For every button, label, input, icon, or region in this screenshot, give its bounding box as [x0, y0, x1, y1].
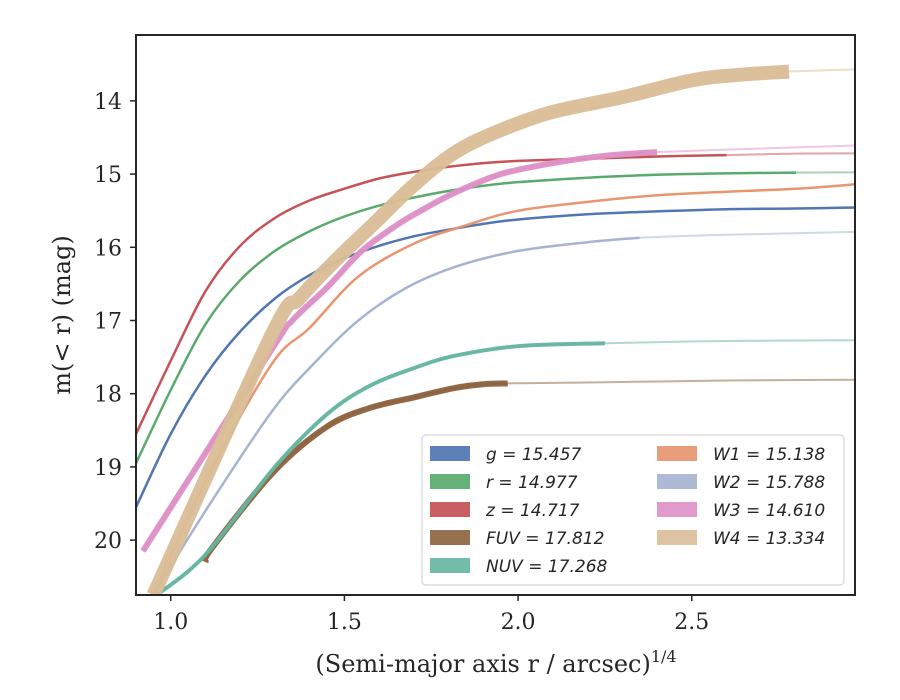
legend-item-w2: W2 = 15.788: [657, 473, 825, 493]
legend-label: W3 = 14.610: [713, 501, 825, 521]
legend-item-z: z = 14.717: [430, 501, 580, 521]
x-axis-label: (Semi-major axis r / arcsec)1/4: [315, 647, 676, 678]
x-axis-label-exponent: 1/4: [651, 647, 677, 666]
legend-swatch: [430, 446, 470, 461]
legend-label: W2 = 15.788: [713, 473, 825, 493]
series-w3: [140, 144, 855, 553]
legend-item-w1: W1 = 15.138: [657, 445, 825, 465]
legend-swatch: [430, 558, 470, 573]
y-tick-label: 18: [94, 383, 122, 408]
y-tick-label: 14: [94, 90, 122, 115]
series-nuv: [155, 339, 855, 595]
y-tick-label: 16: [94, 236, 122, 261]
legend-swatch: [430, 502, 470, 517]
x-tick-label: 2.0: [501, 610, 536, 635]
legend-item-nuv: NUV = 17.268: [430, 557, 608, 577]
legend-swatch: [657, 446, 697, 461]
legend-swatch: [430, 474, 470, 489]
series-w1: [152, 183, 855, 595]
legend-box: [421, 434, 845, 586]
series-w1-line: [152, 183, 855, 595]
legend-label: z = 14.717: [485, 501, 580, 521]
legend-swatch: [657, 530, 697, 545]
legend-label: FUV = 17.812: [486, 529, 604, 549]
series-g-line: [136, 206, 855, 508]
legend-item-r: r = 14.977: [430, 473, 578, 493]
series-nuv-line: [155, 341, 605, 595]
y-axis-label: m(< r) (mag): [48, 235, 76, 394]
legend-item-g: g = 15.457: [430, 445, 582, 465]
legend-label: W4 = 13.334: [713, 529, 825, 549]
x-axis-label-text: (Semi-major axis r / arcsec): [315, 650, 650, 678]
series-w4-line: [147, 64, 790, 595]
x-tick-label: 1.0: [153, 610, 188, 635]
legend-swatch: [657, 474, 697, 489]
y-tick-label: 20: [94, 529, 122, 554]
y-tick-label: 19: [94, 456, 122, 481]
series-w3-line: [140, 149, 658, 553]
y-tick-label: 17: [94, 309, 122, 334]
legend-item-w3: W3 = 14.610: [657, 501, 825, 521]
x-tick-label: 2.5: [674, 610, 709, 635]
legend-swatch: [657, 502, 697, 517]
legend-swatch: [430, 530, 470, 545]
legend-label: W1 = 15.138: [713, 445, 825, 465]
y-tick-label: 15: [94, 163, 122, 188]
legend-item-fuv: FUV = 17.812: [430, 529, 604, 549]
plot-frame: [135, 34, 856, 596]
legend-item-w4: W4 = 13.334: [657, 529, 825, 549]
legend-label: NUV = 17.268: [486, 557, 608, 577]
series-g: [136, 206, 855, 508]
series-w2: [152, 230, 855, 595]
x-tick-label: 1.5: [327, 610, 362, 635]
legend-label: g = 15.457: [486, 445, 582, 465]
series-w4: [147, 64, 855, 595]
legend-label: r = 14.977: [486, 473, 578, 493]
series-w2-line: [152, 236, 640, 595]
